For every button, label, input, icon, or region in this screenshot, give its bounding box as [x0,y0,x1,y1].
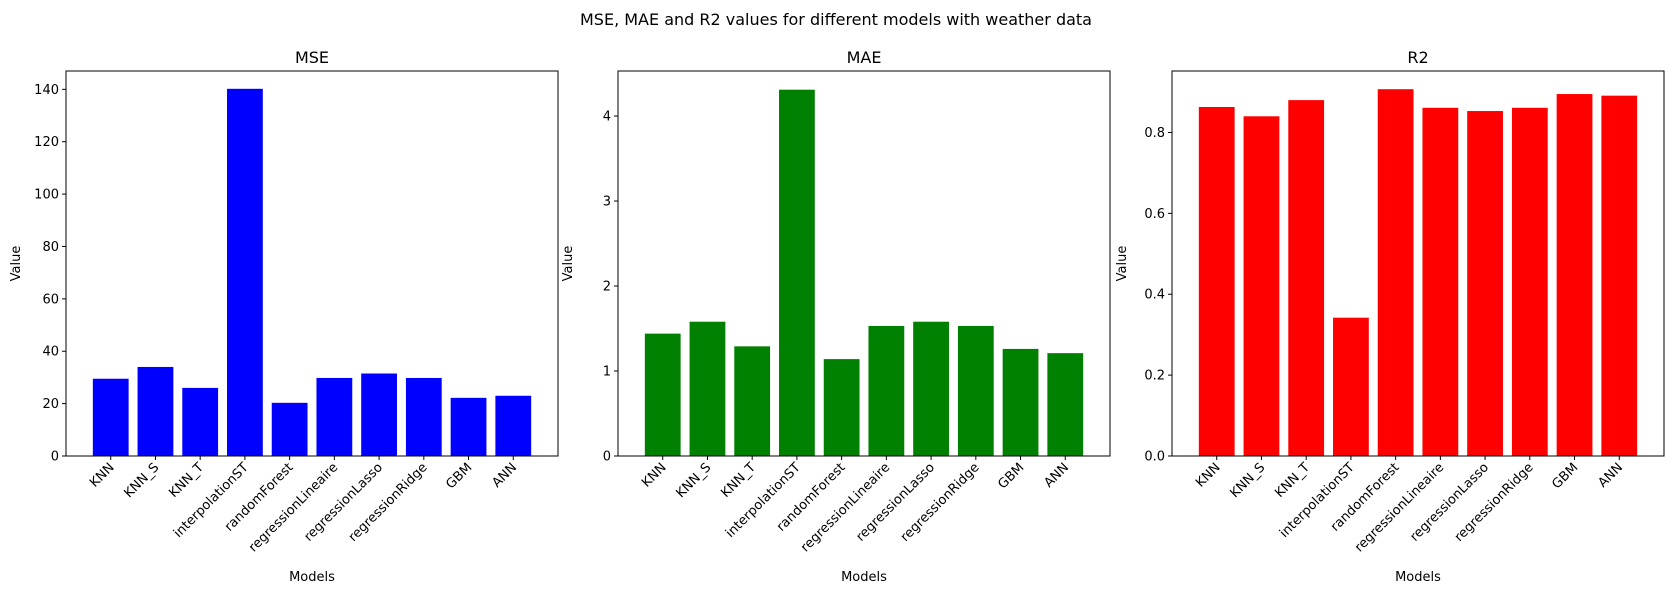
y-tick-label: 3 [603,195,611,210]
figure-suptitle: MSE, MAE and R2 values for different mod… [580,10,1092,29]
x-tick-label: KNN [639,460,669,490]
bar-randomForest [1377,89,1414,456]
bar-KNN_S [689,321,726,456]
y-tick-label: 0.4 [1144,288,1165,303]
x-tick-label: KNN_T [718,460,759,501]
plot-frame [65,70,559,457]
x-tick-label: KNN_T [166,460,207,501]
x-tick-label: KNN_S [1227,460,1268,501]
x-tick-label: GBM [443,460,475,492]
bar-regressionLasso [1467,111,1503,456]
y-tick-label: 140 [34,83,59,98]
x-tick-label: regressionRidge [898,460,983,545]
bar-randomForest [823,359,860,456]
x-tick-label: KNN_S [673,460,714,501]
bar-GBM [1002,348,1039,456]
x-tick-label: KNN [87,460,117,490]
bar-ANN [495,395,532,456]
bar-regressionLineaire [316,377,353,456]
bar-KNN_S [137,366,174,456]
bar-interpolationST [779,89,815,456]
chart-title: R2 [1407,48,1428,67]
bar-GBM [1556,94,1593,457]
y-tick-label: 40 [42,345,59,360]
bar-KNN_S [1243,116,1280,456]
x-tick-label: regressionLasso [853,460,937,544]
y-axis-label: Value [561,246,576,282]
y-tick-label: 0 [603,450,611,465]
y-tick-label: 20 [42,397,59,412]
x-tick-label: regressionLasso [301,460,385,544]
bar-ANN [1047,353,1084,456]
y-axis-label: Value [1115,246,1130,282]
bar-regressionRidge [957,325,994,456]
x-axis-label: Models [841,570,887,585]
y-tick-label: 60 [42,292,59,307]
bar-interpolationST [227,88,263,457]
bar-KNN_T [1288,100,1325,456]
x-tick-label: regressionLasso [1407,460,1491,544]
x-tick-label: KNN_S [121,460,162,501]
y-tick-label: 4 [603,110,611,125]
bar-GBM [450,397,487,456]
x-tick-label: ANN [1595,460,1626,491]
y-tick-label: 0.0 [1144,450,1165,465]
bar-KNN [92,378,129,456]
x-axis-label: Models [1395,570,1441,585]
y-tick-label: 0.2 [1144,369,1165,384]
bar-regressionRidge [1511,107,1548,457]
bar-regressionRidge [405,377,442,456]
chart-title: MAE [847,48,882,67]
bar-regressionLineaire [1422,107,1459,457]
plot-frame [1171,70,1665,457]
x-axis-label: Models [289,570,335,585]
y-tick-label: 0 [51,450,59,465]
bar-KNN [1198,106,1235,456]
bar-KNN_T [734,346,771,456]
y-tick-label: 120 [34,135,59,150]
bar-interpolationST [1333,317,1369,456]
bar-ANN [1601,95,1638,456]
y-axis-label: Value [9,246,24,282]
x-tick-label: regressionRidge [1452,460,1537,545]
bar-randomForest [271,402,308,456]
bar-KNN_T [182,387,219,456]
x-tick-label: GBM [995,460,1027,492]
bar-regressionLasso [913,321,949,456]
y-tick-label: 100 [34,188,59,203]
y-tick-label: 2 [603,280,611,295]
x-tick-label: KNN_T [1272,460,1313,501]
y-tick-label: 1 [603,365,611,380]
y-tick-label: 0.8 [1144,126,1165,141]
y-tick-label: 80 [42,240,59,255]
x-tick-label: regressionRidge [346,460,431,545]
bar-regressionLasso [361,373,397,456]
plot-frame [617,70,1111,457]
x-tick-label: GBM [1549,460,1581,492]
bar-KNN [644,333,681,456]
x-tick-label: ANN [489,460,520,491]
y-tick-label: 0.6 [1144,207,1165,222]
x-tick-label: ANN [1041,460,1072,491]
x-tick-label: KNN [1193,460,1223,490]
chart-title: MSE [295,48,329,67]
bar-regressionLineaire [868,325,905,456]
